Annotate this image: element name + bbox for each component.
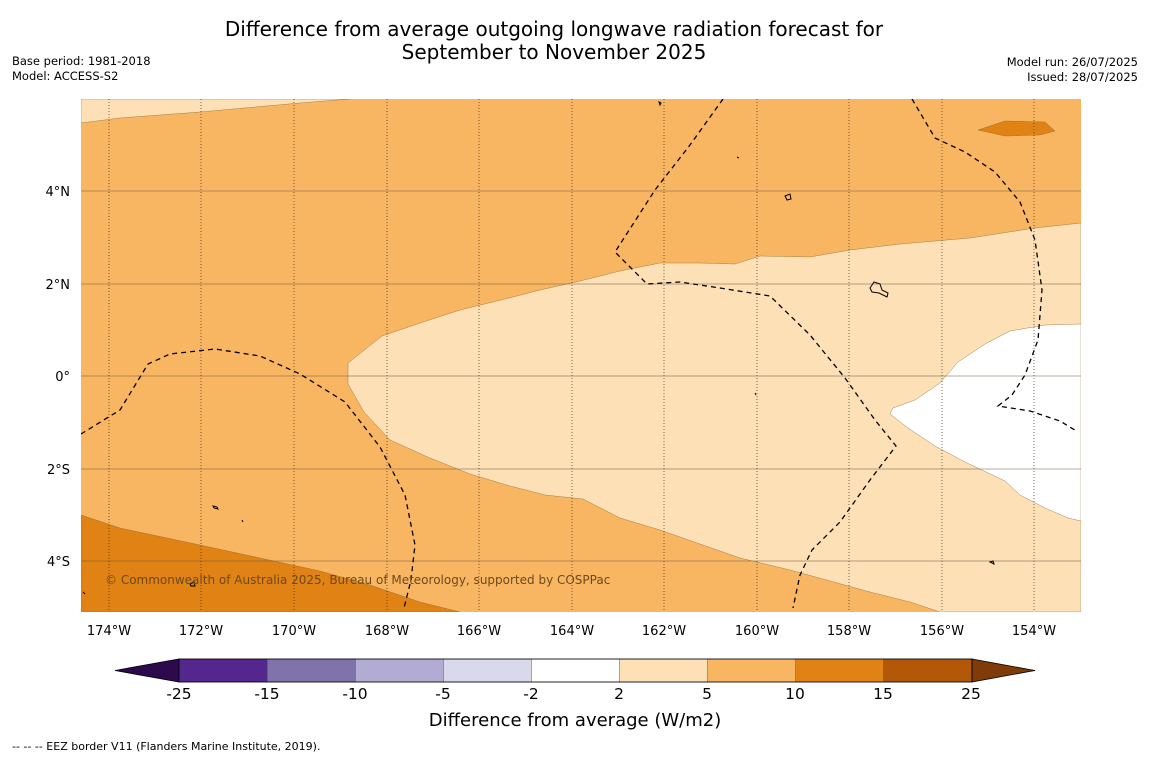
field-neg2-2-east — [889, 323, 1081, 522]
lon-label-160w: 160°W — [735, 624, 779, 639]
islet-center — [754, 392, 757, 396]
eez-border-central — [614, 99, 897, 609]
cb-tick-neg25: -25 — [166, 685, 191, 703]
island-northeast — [784, 193, 792, 201]
title-line-1: Difference from average outgoing longwav… — [224, 17, 884, 41]
colorbar-cell — [619, 658, 709, 683]
lon-label-172w: 172°W — [179, 624, 223, 639]
cb-tick-neg5: -5 — [435, 685, 450, 703]
colorbar-title: Difference from average (W/m2) — [429, 710, 721, 731]
island-west — [212, 505, 219, 510]
model-name: Model: ACCESS-S2 — [12, 69, 119, 83]
latitude-labels: 4°N 2°N 0° 2°S 4°S — [46, 185, 71, 570]
lon-label-168w: 168°W — [365, 624, 409, 639]
lon-label-156w: 156°W — [920, 624, 964, 639]
colorbar-cell — [178, 658, 268, 683]
base-period: Base period: 1981-2018 — [12, 54, 151, 68]
colorbar-cell — [707, 658, 797, 683]
run-info: Model run: 26/07/2025 Issued: 28/07/2025 — [1007, 55, 1138, 85]
copyright-notice: © Commonwealth of Australia 2025, Bureau… — [105, 573, 610, 587]
longitude-labels: 174°W 172°W 170°W 168°W 166°W 164°W 162°… — [87, 624, 1056, 639]
island-southeast — [988, 560, 995, 565]
eez-border-west — [81, 348, 416, 609]
lat-label-4s: 4°S — [47, 555, 70, 570]
issued-date: Issued: 28/07/2025 — [1027, 70, 1138, 84]
colorbar-cell — [355, 658, 445, 683]
colorbar-cell — [795, 658, 885, 683]
eez-border-east — [911, 99, 1079, 433]
cb-tick-25: 25 — [961, 685, 981, 703]
islet-north — [658, 101, 662, 107]
lon-label-174w: 174°W — [87, 624, 131, 639]
islet-north-2 — [736, 156, 740, 159]
graticule — [81, 190, 1081, 562]
lon-label-170w: 170°W — [272, 624, 316, 639]
colorbar-cell — [883, 658, 973, 683]
islet-west — [241, 519, 244, 523]
map-field: © Commonwealth of Australia 2025, Bureau… — [81, 99, 1081, 612]
model-info: Base period: 1981-2018 Model: ACCESS-S2 — [12, 54, 151, 84]
cb-tick-2: 2 — [614, 685, 624, 703]
field-2-5-central — [347, 222, 1081, 612]
colorbar-cell — [266, 658, 356, 683]
eez-borders — [81, 99, 1079, 609]
lat-label-eq: 0° — [55, 370, 70, 385]
colorbar-cells — [114, 658, 1036, 683]
cb-tick-neg10: -10 — [342, 685, 367, 703]
field-10-15-patch — [977, 120, 1056, 137]
islet-corner — [82, 591, 86, 595]
colorbar-outline — [178, 658, 973, 683]
cb-tick-5: 5 — [702, 685, 712, 703]
lon-label-158w: 158°W — [827, 624, 871, 639]
island-kiritimati — [869, 281, 889, 298]
cb-tick-neg2: -2 — [523, 685, 538, 703]
lat-label-2s: 2°S — [47, 463, 70, 478]
lat-label-4n: 4°N — [46, 185, 71, 200]
colorbar-cell — [531, 658, 621, 683]
colorbar-extend-max — [971, 658, 1036, 683]
cb-tick-neg15: -15 — [254, 685, 279, 703]
field-2-5-northwest — [81, 99, 351, 124]
lon-label-164w: 164°W — [550, 624, 594, 639]
lon-label-166w: 166°W — [457, 624, 501, 639]
title-line-2: September to November 2025 — [401, 40, 707, 64]
field-10-15-southwest — [81, 514, 461, 612]
colorbar-ticks: -25 -15 -10 -5 -2 2 5 10 15 25 — [166, 685, 981, 703]
model-run: Model run: 26/07/2025 — [1006, 55, 1138, 69]
colorbar-extend-min — [114, 658, 180, 683]
island-southwest — [189, 581, 196, 587]
colorbar-cell — [443, 658, 533, 683]
eez-legend-note: -- -- -- EEZ border V11 (Flanders Marine… — [12, 740, 321, 753]
lon-label-162w: 162°W — [642, 624, 686, 639]
lon-label-154w: 154°W — [1012, 624, 1056, 639]
islands — [82, 101, 995, 595]
lat-label-2n: 2°N — [46, 278, 71, 293]
cb-tick-15: 15 — [873, 685, 893, 703]
map-title: Difference from average outgoing longwav… — [150, 18, 958, 64]
colorbar: -25 -15 -10 -5 -2 2 5 10 15 25 Differenc… — [114, 658, 1036, 731]
cb-tick-10: 10 — [785, 685, 805, 703]
